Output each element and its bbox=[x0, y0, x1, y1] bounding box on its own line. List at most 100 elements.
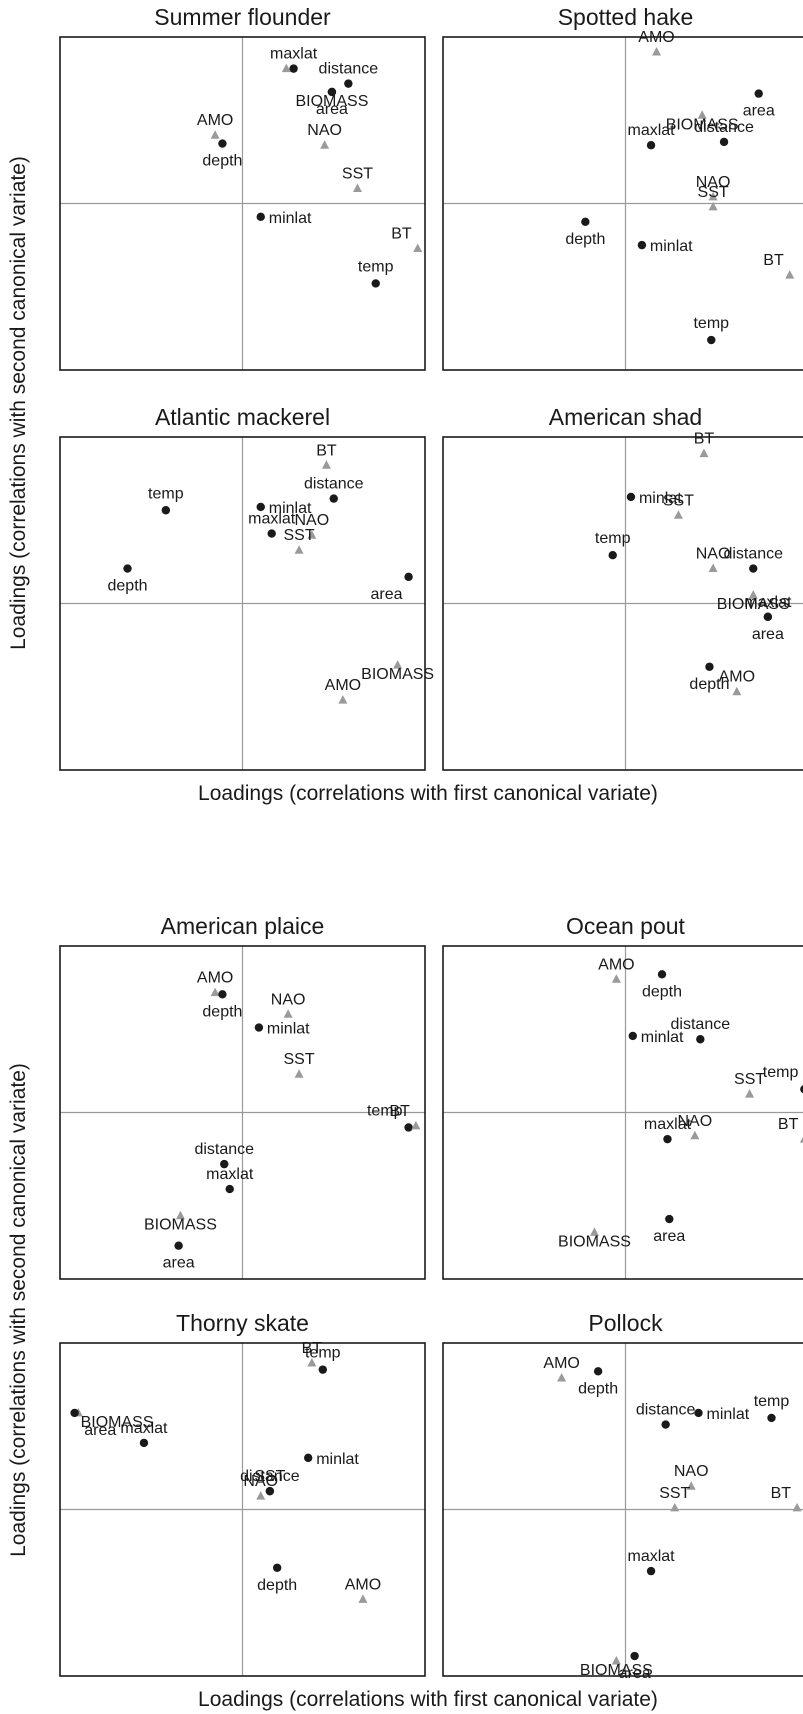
point-nao-triangle bbox=[283, 1009, 293, 1018]
point-area-circle bbox=[665, 1214, 674, 1224]
panel-title: Spotted hake bbox=[558, 4, 694, 30]
point-amo-triangle bbox=[210, 130, 220, 139]
point-bt-triangle bbox=[799, 1136, 803, 1143]
point-depth-circle bbox=[581, 217, 590, 227]
point-label-biomass: BIOMASS bbox=[295, 93, 368, 110]
point-temp-circle bbox=[318, 1365, 327, 1374]
point-label-distance: distance bbox=[240, 1468, 300, 1485]
point-nao-triangle bbox=[708, 191, 718, 201]
point-label-area: area bbox=[316, 101, 348, 118]
point-label-nao: NAO bbox=[271, 991, 306, 1008]
point-sst-triangle bbox=[670, 1502, 680, 1512]
point-label-sst: SST bbox=[663, 492, 694, 509]
point-amo-triangle bbox=[210, 987, 220, 997]
point-label-minlat: minlat bbox=[707, 1406, 750, 1423]
point-minlat-circle bbox=[256, 502, 265, 512]
point-label-depth: depth bbox=[202, 1003, 242, 1020]
point-label-nao: NAO bbox=[678, 1113, 713, 1130]
bottom-x-axis-label: Loadings (correlations with first canoni… bbox=[198, 1688, 658, 1711]
point-label-amo: AMO bbox=[638, 29, 674, 46]
point-sst-triangle bbox=[294, 545, 304, 554]
point-maxlat-circle bbox=[289, 64, 298, 73]
point-minlat-circle bbox=[626, 492, 636, 502]
point-label-temp: temp bbox=[367, 1102, 403, 1119]
point-label-biomass: BIOMASS bbox=[144, 1217, 217, 1234]
point-area-circle bbox=[763, 612, 773, 622]
point-label-amo: AMO bbox=[598, 956, 634, 973]
point-label-depth: depth bbox=[578, 1380, 618, 1397]
point-maxlat-circle bbox=[139, 1438, 149, 1448]
point-label-biomass: BIOMASS bbox=[361, 666, 434, 683]
point-label-nao: NAO bbox=[243, 1473, 278, 1490]
panel-frame bbox=[59, 36, 426, 371]
point-distance-circle bbox=[749, 564, 758, 573]
panel-frame bbox=[442, 36, 803, 371]
point-area-circle bbox=[174, 1241, 183, 1250]
point-unlabeled-triangle bbox=[281, 63, 291, 73]
panel-title: Thorny skate bbox=[176, 1310, 309, 1336]
point-label-biomass: BIOMASS bbox=[717, 596, 790, 613]
point-amo-triangle bbox=[358, 1594, 368, 1603]
point-label-depth: depth bbox=[565, 231, 605, 248]
point-maxlat-circle bbox=[663, 1134, 672, 1144]
point-label-distance: distance bbox=[671, 1016, 731, 1033]
point-label-maxlat: maxlat bbox=[744, 594, 792, 611]
point-label-bt: BT bbox=[763, 252, 784, 269]
point-temp-circle bbox=[161, 506, 171, 515]
point-label-temp: temp bbox=[148, 485, 184, 502]
point-biomass-triangle bbox=[611, 1656, 621, 1665]
point-maxlat-circle bbox=[267, 529, 276, 538]
point-bt-triangle bbox=[307, 1357, 317, 1367]
point-label-bt: BT bbox=[302, 1340, 323, 1357]
point-label-sst: SST bbox=[284, 1051, 315, 1068]
point-label-maxlat: maxlat bbox=[248, 511, 296, 528]
point-sst-triangle bbox=[745, 1089, 755, 1098]
point-label-temp: temp bbox=[754, 1393, 790, 1410]
point-biomass-triangle bbox=[748, 590, 758, 599]
point-amo-triangle bbox=[652, 46, 662, 56]
point-label-area: area bbox=[619, 1665, 651, 1682]
point-label-bt: BT bbox=[389, 1103, 410, 1120]
point-temp-circle bbox=[608, 551, 617, 560]
point-label-nao: NAO bbox=[674, 1463, 709, 1480]
top-y-axis-label: Loadings (correlations with second canon… bbox=[7, 156, 30, 650]
point-depth-circle bbox=[593, 1367, 603, 1376]
point-temp-circle bbox=[767, 1413, 776, 1423]
point-label-sst: SST bbox=[698, 184, 729, 201]
point-area-circle bbox=[754, 89, 763, 98]
point-label-nao: NAO bbox=[295, 512, 330, 529]
point-label-biomass: BIOMASS bbox=[81, 1414, 154, 1431]
point-amo-triangle bbox=[732, 686, 742, 696]
panel-american-plaice: American plaiceAMOdepthNAOminlatSSTtempB… bbox=[59, 913, 426, 1280]
point-distance-circle bbox=[719, 137, 729, 147]
point-label-depth: depth bbox=[108, 578, 148, 595]
point-label-maxlat: maxlat bbox=[206, 1166, 254, 1183]
point-label-amo: AMO bbox=[197, 112, 233, 129]
point-temp-circle bbox=[800, 1085, 803, 1094]
point-label-distance: distance bbox=[194, 1141, 254, 1158]
point-minlat-circle bbox=[637, 240, 647, 250]
panel-title: Atlantic mackerel bbox=[155, 404, 330, 430]
point-label-temp: temp bbox=[358, 258, 394, 275]
point-minlat-circle bbox=[628, 1031, 637, 1041]
point-label-bt: BT bbox=[778, 1116, 799, 1133]
panel-atlantic-mackerel: Atlantic mackerel BT minlat distance temp max… bbox=[59, 404, 434, 771]
point-label-depth: depth bbox=[689, 676, 729, 693]
point-bt-triangle bbox=[699, 448, 709, 458]
point-bt-triangle bbox=[785, 270, 795, 279]
point-label-amo: AMO bbox=[345, 1576, 381, 1593]
point-label-maxlat: maxlat bbox=[627, 122, 675, 139]
panel-title: Pollock bbox=[588, 1310, 663, 1336]
point-minlat-circle bbox=[304, 1453, 313, 1463]
point-label-biomass: BIOMASS bbox=[580, 1662, 653, 1679]
point-label-amo: AMO bbox=[719, 669, 755, 686]
point-depth-circle bbox=[123, 564, 132, 573]
point-distance-circle bbox=[344, 79, 353, 88]
point-biomass-triangle bbox=[393, 660, 403, 669]
point-label-temp: temp bbox=[305, 1345, 341, 1362]
panel-title: American shad bbox=[549, 404, 702, 430]
point-sst-triangle bbox=[673, 510, 683, 519]
point-label-area: area bbox=[653, 1228, 685, 1245]
